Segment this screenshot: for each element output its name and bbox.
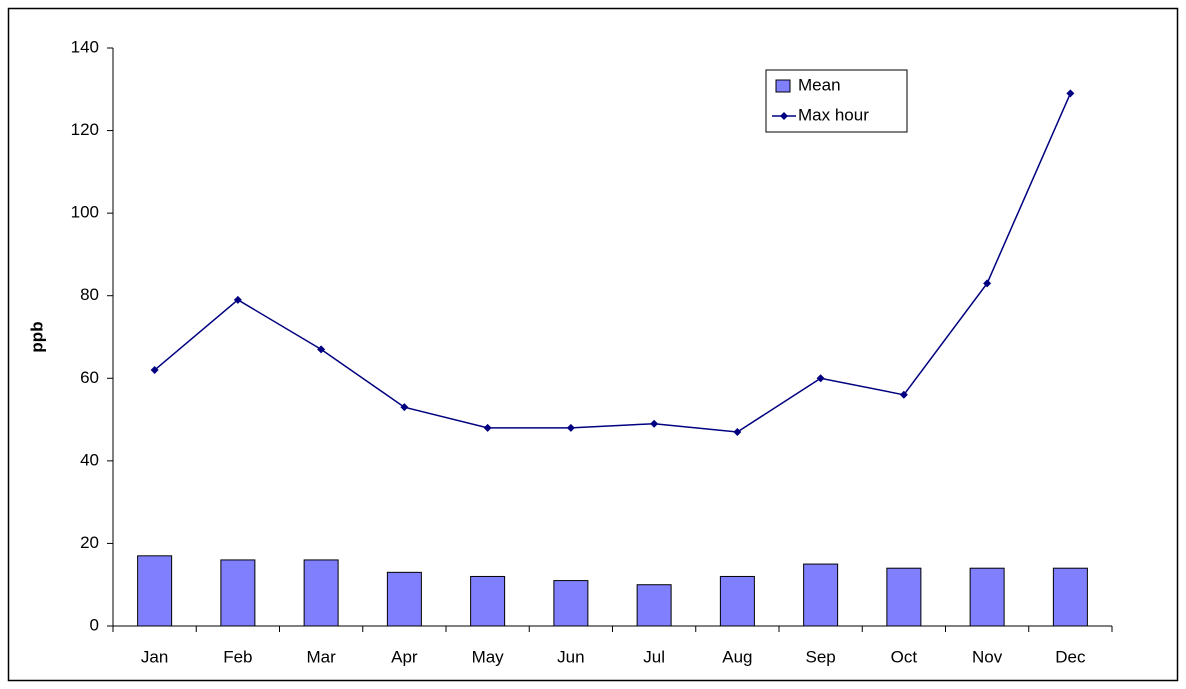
y-tick-label: 80: [80, 285, 99, 304]
x-tick-label: May: [472, 647, 505, 666]
bar: [386, 571, 422, 627]
x-tick-label: Aug: [722, 647, 752, 666]
x-tick-label: Oct: [891, 647, 918, 666]
legend-label: Mean: [798, 75, 841, 94]
marker: [566, 423, 575, 432]
bar: [553, 580, 589, 627]
marker: [899, 390, 908, 399]
marker: [400, 403, 409, 412]
bar: [969, 567, 1005, 627]
legend-label: Max hour: [798, 105, 869, 124]
y-tick-label: 40: [80, 450, 99, 469]
bar: [886, 567, 922, 627]
bar: [803, 563, 839, 627]
marker: [650, 419, 659, 428]
x-tick-label: Jan: [141, 647, 168, 666]
x-tick-label: Apr: [391, 647, 418, 666]
bar: [470, 575, 506, 627]
y-tick-label: 140: [71, 37, 99, 56]
marker: [733, 427, 742, 436]
bar: [719, 575, 755, 627]
legend-swatch: [775, 79, 791, 93]
bar: [636, 584, 672, 627]
x-tick-label: Jun: [557, 647, 584, 666]
marker: [233, 295, 242, 304]
y-tick-label: 100: [71, 203, 99, 222]
y-tick-label: 120: [71, 120, 99, 139]
y-tick-label: 60: [80, 368, 99, 387]
marker: [483, 423, 492, 432]
marker: [150, 366, 159, 375]
y-tick-label: 20: [80, 533, 99, 552]
y-tick-label: 0: [90, 615, 99, 634]
x-tick-label: Dec: [1055, 647, 1086, 666]
y-axis-label: ppb: [27, 321, 46, 352]
x-tick-label: Nov: [972, 647, 1003, 666]
bar: [303, 559, 339, 627]
bar: [220, 559, 256, 627]
x-tick-label: Jul: [643, 647, 665, 666]
marker: [983, 279, 992, 288]
marker: [1066, 89, 1075, 98]
bar: [137, 555, 173, 627]
x-tick-label: Mar: [306, 647, 336, 666]
marker: [317, 345, 326, 354]
bar: [1052, 567, 1088, 627]
x-tick-label: Sep: [806, 647, 836, 666]
marker: [816, 374, 825, 383]
x-tick-label: Feb: [223, 647, 252, 666]
line: [154, 93, 1072, 433]
legend-marker: [780, 112, 788, 120]
